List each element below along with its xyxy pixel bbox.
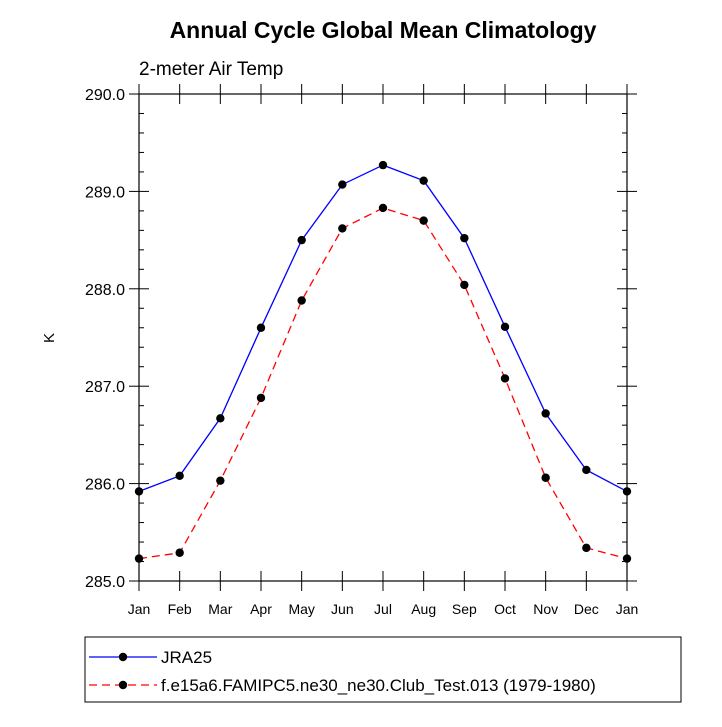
series-2-point [297, 296, 306, 305]
series-2-point [419, 216, 428, 225]
y-tick-label: 285.0 [85, 574, 125, 591]
plot-frame [138, 93, 628, 582]
series-1-point [582, 465, 591, 475]
series-1-point [297, 235, 306, 245]
legend-marker-2 [118, 680, 128, 690]
x-tick-label: Aug [411, 601, 436, 617]
tick-labels: 285.0 286.0 287.0 288.0 289.0 290.0 Jan Feb Mar A… [85, 87, 638, 617]
x-tick-label: Sep [452, 601, 477, 617]
series-2-point [500, 374, 510, 383]
legend: JRA25 f.e15a6.FAMIPC5.ne30_ne30.Club_Test… [84, 636, 682, 703]
series-1-point [216, 414, 225, 423]
y-axis-label: K [41, 333, 58, 343]
series-1-point [541, 409, 550, 418]
y-tick-label: 286.0 [85, 477, 125, 494]
series-2-point [338, 224, 347, 233]
series-2-point [216, 476, 225, 485]
chart-title: Annual Cycle Global Mean Climatology [170, 17, 597, 43]
x-tick-label: Jan [616, 601, 639, 617]
series-2-point [256, 393, 266, 403]
series-1-point [378, 160, 388, 170]
series-line-2 [138, 207, 628, 560]
y-tick-label: 288.0 [85, 282, 125, 299]
x-tick-label: Oct [494, 601, 516, 617]
y-tick-label: 290.0 [85, 87, 125, 104]
x-tick-label: Jan [128, 601, 151, 617]
plot-series [134, 160, 632, 563]
series-2-point [175, 548, 184, 557]
series-2-point [460, 280, 469, 290]
chart-subtitle: 2-meter Air Temp [139, 59, 283, 80]
series-1-point [256, 323, 266, 332]
y-tick-label: 287.0 [85, 379, 125, 396]
series-1-point [500, 322, 510, 331]
legend-label-1: JRA25 [161, 648, 212, 667]
series-1-point [460, 233, 469, 243]
series-1-point [419, 176, 428, 185]
x-tick-label: Jul [374, 601, 392, 617]
y-tick-label: 289.0 [85, 184, 125, 201]
legend-label-2: f.e15a6.FAMIPC5.ne30_ne30.Club_Test.013 … [161, 676, 596, 695]
series-1-point [175, 471, 184, 481]
x-tick-label: Feb [168, 601, 192, 617]
x-tick-label: Mar [208, 601, 232, 617]
legend-marker-1 [118, 652, 128, 662]
x-tick-label: Dec [574, 601, 599, 617]
series-2-point [541, 473, 550, 482]
axis-ticks [129, 84, 637, 591]
x-tick-label: Jun [331, 601, 354, 617]
x-tick-label: Nov [533, 601, 558, 617]
x-tick-label: May [288, 601, 314, 617]
series-line-1 [138, 164, 628, 493]
legend-box [84, 636, 682, 703]
series-2-point [582, 543, 591, 553]
x-tick-label: Apr [250, 601, 272, 617]
series-1-point [338, 180, 347, 189]
series-2-point [378, 203, 388, 213]
